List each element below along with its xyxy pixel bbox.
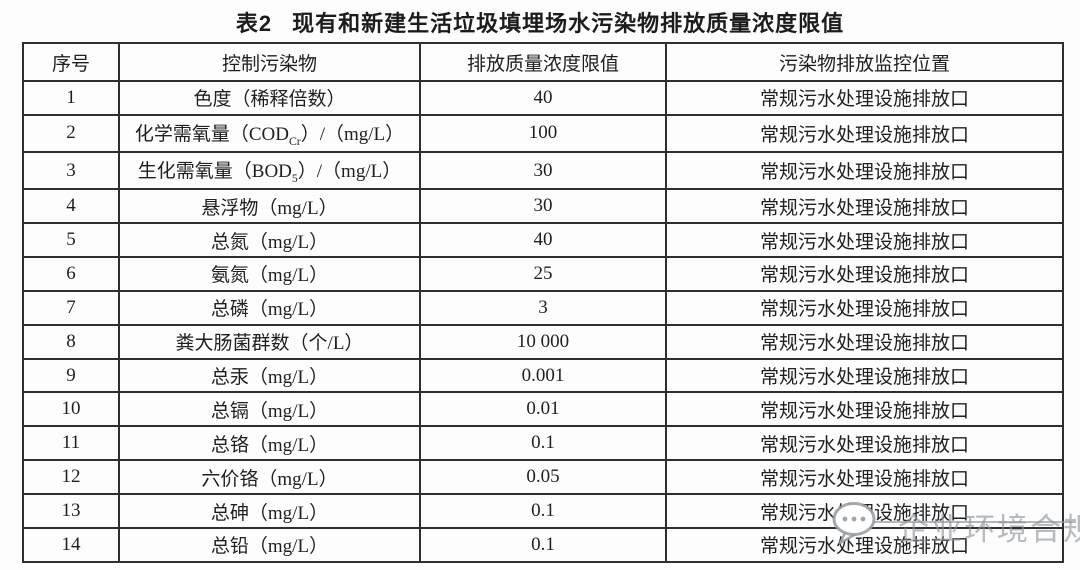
- location-cell: 常规污水处理设施排放口: [665, 151, 1064, 191]
- pollutant-cell: 化学需氧量（CODCr）/（mg/L）: [118, 113, 421, 154]
- pollutant-limits-table: 序号 控制污染物 排放质量浓度限值 污染物排放监控位置 1 色度（稀释倍数） 40 常…: [22, 42, 1064, 564]
- location-cell: 常规污水处理设施排放口: [665, 323, 1064, 360]
- pollutant-cell: 总氮（mg/L）: [118, 222, 421, 258]
- location-cell: 常规污水处理设施排放口: [665, 222, 1064, 258]
- row-number-cell: 12: [22, 459, 120, 496]
- table-row: 1 色度（稀释倍数） 40 常规污水处理设施排放口: [22, 80, 1064, 116]
- row-number-cell: 1: [22, 80, 120, 116]
- location-cell: 常规污水处理设施排放口: [665, 425, 1064, 462]
- limit-cell: 0.1: [419, 526, 667, 564]
- table-row: 7 总磷（mg/L） 3 常规污水处理设施排放口: [22, 289, 1064, 326]
- table-number: 表2: [235, 11, 273, 36]
- pollutant-cell: 悬浮物（mg/L）: [118, 188, 421, 225]
- pollutant-cell: 总汞（mg/L）: [118, 357, 421, 394]
- location-cell: 常规污水处理设施排放口: [665, 188, 1064, 225]
- row-number-cell: 8: [22, 323, 120, 360]
- header-serial-number: 序号: [22, 42, 120, 82]
- limit-cell: 40: [419, 80, 667, 116]
- limit-cell: 0.1: [419, 493, 667, 529]
- location-cell: 常规污水处理设施排放口: [665, 526, 1064, 564]
- table-row: 12 六价铬（mg/L） 0.05 常规污水处理设施排放口: [22, 459, 1064, 496]
- header-monitoring-location: 污染物排放监控位置: [665, 42, 1064, 82]
- row-number-cell: 13: [22, 493, 120, 529]
- row-number-cell: 14: [22, 526, 120, 564]
- table-row: 14 总铅（mg/L） 0.1 常规污水处理设施排放口: [22, 526, 1064, 564]
- row-number-cell: 9: [22, 357, 120, 394]
- limit-cell: 25: [419, 255, 667, 292]
- header-controlled-pollutant: 控制污染物: [118, 42, 421, 82]
- row-number-cell: 11: [22, 425, 120, 462]
- location-cell: 常规污水处理设施排放口: [665, 289, 1064, 326]
- row-number-cell: 5: [22, 222, 120, 258]
- row-number-cell: 2: [22, 113, 120, 154]
- pollutant-cell: 总镉（mg/L）: [118, 391, 421, 428]
- limit-cell: 0.001: [419, 357, 667, 394]
- row-number-cell: 7: [22, 289, 120, 326]
- table-title: 表2 现有和新建生活垃圾填埋场水污染物排放质量浓度限值: [0, 6, 1080, 38]
- table-row: 10 总镉（mg/L） 0.01 常规污水处理设施排放口: [22, 391, 1064, 428]
- pollutant-cell: 总铅（mg/L）: [118, 526, 421, 564]
- pollutant-cell: 色度（稀释倍数）: [118, 80, 421, 116]
- row-number-cell: 6: [22, 255, 120, 292]
- pollutant-cell: 总铬（mg/L）: [118, 425, 421, 462]
- table-row: 3 生化需氧量（BOD5）/（mg/L） 30 常规污水处理设施排放口: [22, 151, 1064, 191]
- table-row: 2 化学需氧量（CODCr）/（mg/L） 100 常规污水处理设施排放口: [22, 113, 1064, 154]
- row-number-cell: 4: [22, 188, 120, 225]
- limit-cell: 0.05: [419, 459, 667, 496]
- limit-cell: 40: [419, 222, 667, 258]
- pollutant-cell: 六价铬（mg/L）: [118, 459, 421, 496]
- limit-cell: 30: [419, 151, 667, 191]
- location-cell: 常规污水处理设施排放口: [665, 459, 1064, 496]
- table-row: 5 总氮（mg/L） 40 常规污水处理设施排放口: [22, 222, 1064, 258]
- pollutant-cell: 氨氮（mg/L）: [118, 255, 421, 292]
- pollutant-cell: 粪大肠菌群数（个/L）: [118, 323, 421, 360]
- table-row: 4 悬浮物（mg/L） 30 常规污水处理设施排放口: [22, 188, 1064, 225]
- pollutant-cell: 总磷（mg/L）: [118, 289, 421, 326]
- limit-cell: 10 000: [419, 323, 667, 360]
- table-row: 6 氨氮（mg/L） 25 常规污水处理设施排放口: [22, 255, 1064, 292]
- table-caption: 现有和新建生活垃圾填埋场水污染物排放质量浓度限值: [292, 11, 845, 36]
- location-cell: 常规污水处理设施排放口: [665, 255, 1064, 292]
- limit-cell: 100: [419, 113, 667, 154]
- limit-cell: 3: [419, 289, 667, 326]
- pollutant-cell: 生化需氧量（BOD5）/（mg/L）: [118, 151, 421, 191]
- row-number-cell: 3: [22, 151, 120, 191]
- limit-cell: 30: [419, 188, 667, 225]
- limit-cell: 0.1: [419, 425, 667, 462]
- limit-cell: 0.01: [419, 391, 667, 428]
- row-number-cell: 10: [22, 391, 120, 428]
- table-row: 13 总砷（mg/L） 0.1 常规污水处理设施排放口: [22, 493, 1064, 529]
- location-cell: 常规污水处理设施排放口: [665, 113, 1064, 154]
- header-row: 序号 控制污染物 排放质量浓度限值 污染物排放监控位置: [22, 42, 1064, 82]
- table-row: 8 粪大肠菌群数（个/L） 10 000 常规污水处理设施排放口: [22, 323, 1064, 360]
- table-row: 9 总汞（mg/L） 0.001 常规污水处理设施排放口: [22, 357, 1064, 394]
- table-row: 11 总铬（mg/L） 0.1 常规污水处理设施排放口: [22, 425, 1064, 462]
- location-cell: 常规污水处理设施排放口: [665, 391, 1064, 428]
- location-cell: 常规污水处理设施排放口: [665, 493, 1064, 529]
- location-cell: 常规污水处理设施排放口: [665, 357, 1064, 394]
- pollutant-cell: 总砷（mg/L）: [118, 493, 421, 529]
- location-cell: 常规污水处理设施排放口: [665, 80, 1064, 116]
- header-concentration-limit: 排放质量浓度限值: [419, 42, 667, 82]
